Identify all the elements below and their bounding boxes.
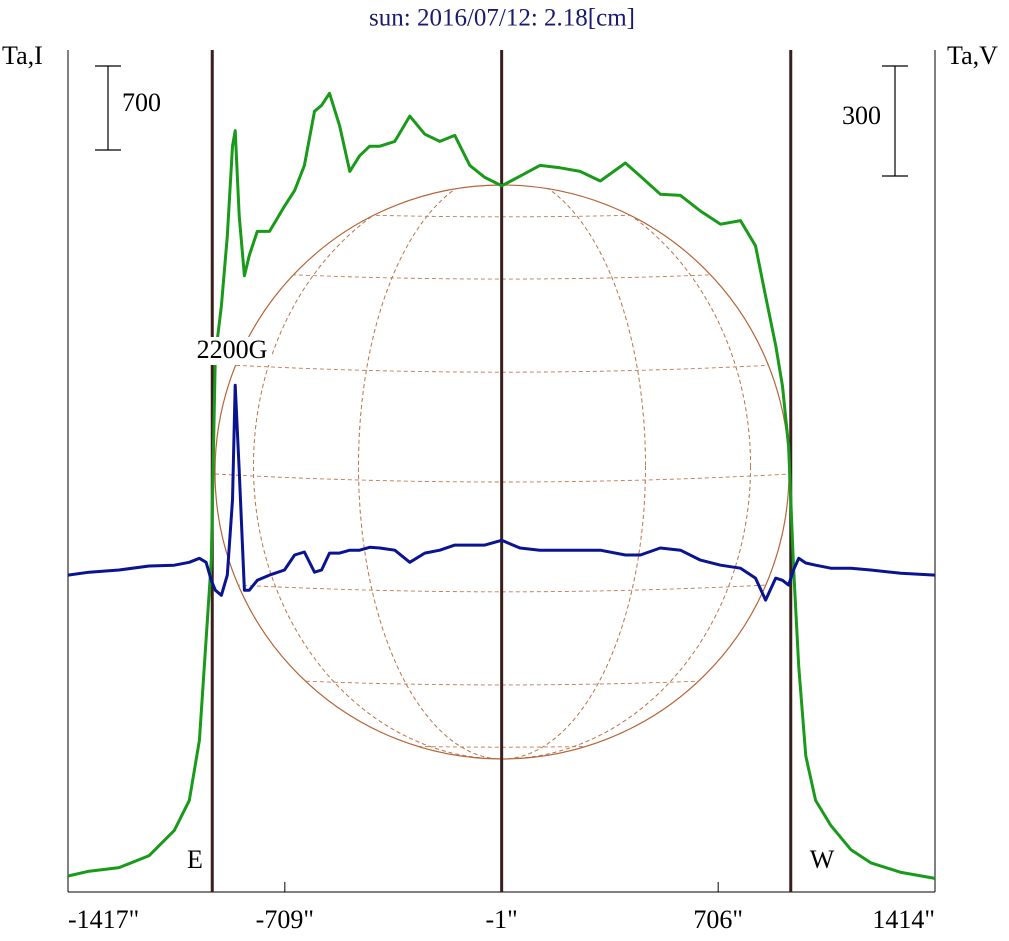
y-axis-label: Ta,I bbox=[2, 41, 43, 70]
meridian bbox=[253, 185, 751, 759]
x-tick-label: -1417" bbox=[68, 905, 139, 934]
meridian bbox=[358, 185, 646, 759]
series-line bbox=[67, 91, 936, 880]
annotation: W bbox=[810, 845, 835, 874]
y2-axis-label: Ta,V bbox=[947, 41, 998, 70]
annotation: 2200G bbox=[197, 335, 268, 364]
x-tick-label: 706" bbox=[693, 905, 743, 934]
scale-bar-label: 700 bbox=[122, 88, 161, 117]
series-line bbox=[67, 383, 936, 602]
annotation: E bbox=[187, 845, 203, 874]
x-tick-label: 1414" bbox=[872, 905, 935, 934]
annotation-bg bbox=[192, 337, 272, 365]
x-tick-label: -1" bbox=[486, 905, 518, 934]
chart-title: sun: 2016/07/12: 2.18[cm] bbox=[369, 5, 635, 32]
scale-bar-label: 300 bbox=[842, 101, 881, 130]
x-tick-label: -709" bbox=[256, 905, 314, 934]
